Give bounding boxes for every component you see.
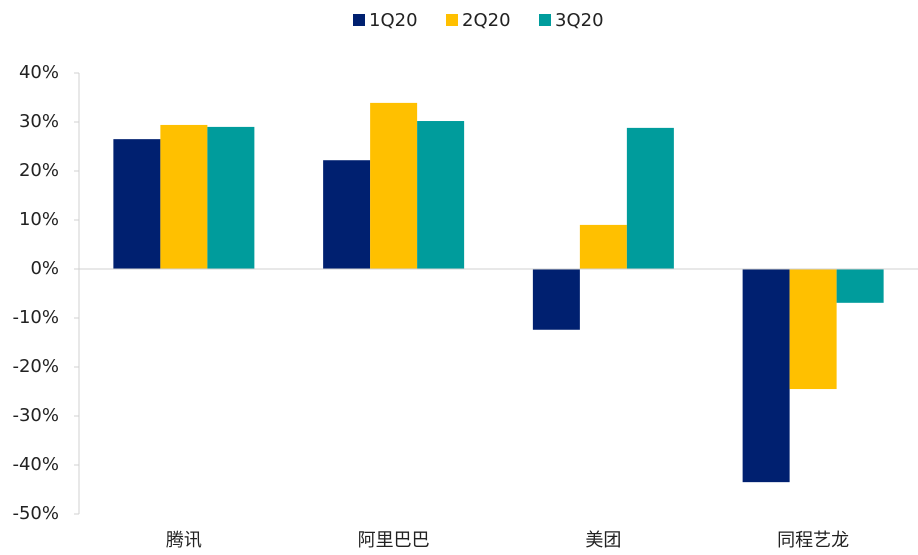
x-tick-label: 同程艺龙 — [777, 530, 849, 551]
bar — [742, 269, 790, 483]
x-tick-label: 腾讯 — [166, 530, 202, 551]
bar — [579, 224, 627, 269]
y-tick-label: -30% — [12, 405, 59, 426]
bar — [836, 269, 884, 303]
legend-label: 1Q20 — [369, 10, 418, 31]
legend-swatch — [353, 14, 365, 26]
y-tick-label: 40% — [19, 62, 59, 83]
y-tick-label: -10% — [12, 307, 59, 328]
legend-swatch — [539, 14, 551, 26]
y-tick-label: -50% — [12, 503, 59, 524]
legend-label: 2Q20 — [462, 10, 511, 31]
bar — [417, 121, 465, 270]
bar — [113, 139, 161, 269]
y-tick-label: 10% — [19, 209, 59, 230]
y-tick-label: 0% — [30, 258, 59, 279]
bar — [160, 124, 208, 269]
x-tick-label: 美团 — [585, 530, 621, 551]
y-tick-label: -40% — [12, 454, 59, 475]
bar — [323, 160, 371, 269]
bar — [532, 269, 580, 330]
y-tick-label: 20% — [19, 160, 59, 181]
legend-label: 3Q20 — [555, 10, 604, 31]
x-tick-label: 阿里巴巴 — [358, 530, 430, 551]
bar — [207, 126, 255, 270]
legend-swatch — [446, 14, 458, 26]
y-tick-label: -20% — [12, 356, 59, 377]
y-tick-label: 30% — [19, 111, 59, 132]
bar — [370, 102, 418, 269]
bar — [789, 269, 837, 390]
bar — [626, 127, 674, 269]
